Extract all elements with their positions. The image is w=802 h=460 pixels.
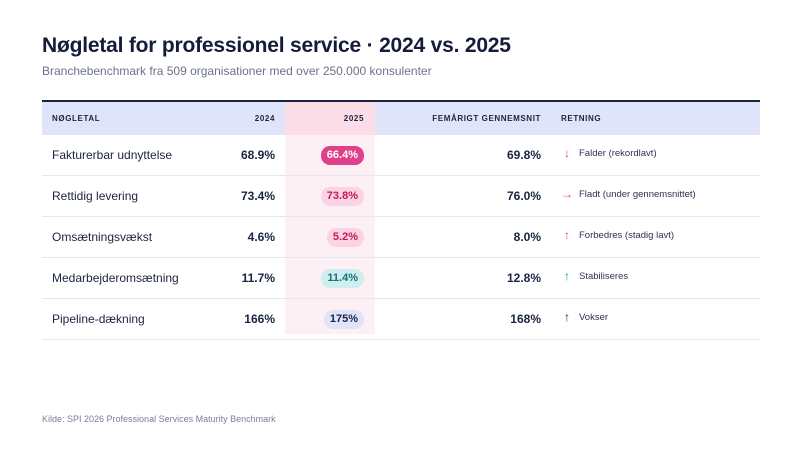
value-2024: 68.9% — [240, 148, 275, 162]
value-five-year-average: 12.8% — [506, 271, 541, 285]
direction-cell: ↑ Stabiliseres — [561, 258, 628, 298]
value-2025-cell: 5.2% — [285, 217, 364, 257]
value-five-year-average: 76.0% — [506, 189, 541, 203]
value-five-year-average: 69.8% — [506, 148, 541, 162]
metric-name: Fakturerbar udnyttelse — [52, 148, 173, 162]
value-2025-cell: 175% — [285, 299, 364, 339]
direction-label: Fladt (under gennemsnittet) — [579, 188, 696, 200]
table-row: Omsætningsvækst 4.6% 5.2% 8.0% ↑ Forbedr… — [42, 217, 760, 258]
header-direction: RETNING — [561, 114, 602, 123]
table-row: Pipeline-dækning 166% 175% 168% ↑ Vokser — [42, 299, 760, 340]
value-2025-pill: 11.4% — [321, 268, 364, 288]
highlight-header-2025 — [285, 102, 375, 135]
header-2025: 2025 — [343, 114, 364, 123]
table-header: NØGLETAL 2024 2025 FEMÅRIGT GENNEMSNIT R… — [42, 100, 760, 135]
direction-cell: ↑ Vokser — [561, 299, 608, 339]
table-row: Rettidig levering 73.4% 73.8% 76.0% → Fl… — [42, 176, 760, 217]
header-five-year-average: FEMÅRIGT GENNEMSNIT — [432, 114, 541, 123]
value-2025-pill: 73.8% — [320, 186, 364, 206]
metric-name: Rettidig levering — [52, 189, 139, 203]
direction-cell: ↑ Forbedres (stadig lavt) — [561, 217, 674, 257]
value-five-year-average: 168% — [510, 312, 541, 326]
metric-name: Medarbejderomsætning — [52, 271, 179, 285]
direction-label: Falder (rekordlavt) — [579, 147, 657, 159]
value-2024: 73.4% — [240, 189, 275, 203]
metric-name: Omsætningsvækst — [52, 230, 153, 244]
value-2025-pill: 5.2% — [326, 227, 364, 247]
direction-cell: → Fladt (under gennemsnittet) — [561, 176, 696, 216]
metric-name: Pipeline-dækning — [52, 312, 145, 326]
page-subtitle: Branchebenchmark fra 509 organisationer … — [42, 64, 432, 78]
value-2024: 166% — [244, 312, 275, 326]
direction-arrow-icon: ↑ — [564, 310, 570, 324]
value-five-year-average: 8.0% — [513, 230, 541, 244]
kpi-table: NØGLETAL 2024 2025 FEMÅRIGT GENNEMSNIT R… — [42, 100, 760, 340]
value-2024: 11.7% — [241, 271, 275, 285]
header-2024: 2024 — [254, 114, 275, 123]
value-2024: 4.6% — [247, 230, 275, 244]
page-title: Nøgletal for professionel service · 2024… — [42, 34, 511, 57]
direction-arrow-icon: ↑ — [564, 269, 570, 283]
value-2025-pill: 66.4% — [320, 145, 364, 165]
value-2025-cell: 11.4% — [285, 258, 364, 298]
direction-arrow-icon: ↓ — [564, 146, 570, 160]
direction-cell: ↓ Falder (rekordlavt) — [561, 135, 657, 175]
direction-arrow-icon: → — [561, 187, 573, 201]
direction-label: Stabiliseres — [579, 270, 629, 282]
header-metric: NØGLETAL — [52, 114, 101, 123]
source-note: Kilde: SPI 2026 Professional Services Ma… — [42, 414, 276, 424]
value-2025-cell: 73.8% — [285, 176, 364, 216]
direction-label: Forbedres (stadig lavt) — [579, 229, 675, 241]
table-row: Medarbejderomsætning 11.7% 11.4% 12.8% ↑… — [42, 258, 760, 299]
table-row: Fakturerbar udnyttelse 68.9% 66.4% 69.8%… — [42, 135, 760, 176]
highlight-column-2025 — [285, 100, 375, 334]
value-2025-pill: 175% — [323, 309, 364, 329]
direction-label: Vokser — [579, 311, 609, 323]
value-2025-cell: 66.4% — [285, 135, 364, 175]
direction-arrow-icon: ↑ — [564, 228, 570, 242]
